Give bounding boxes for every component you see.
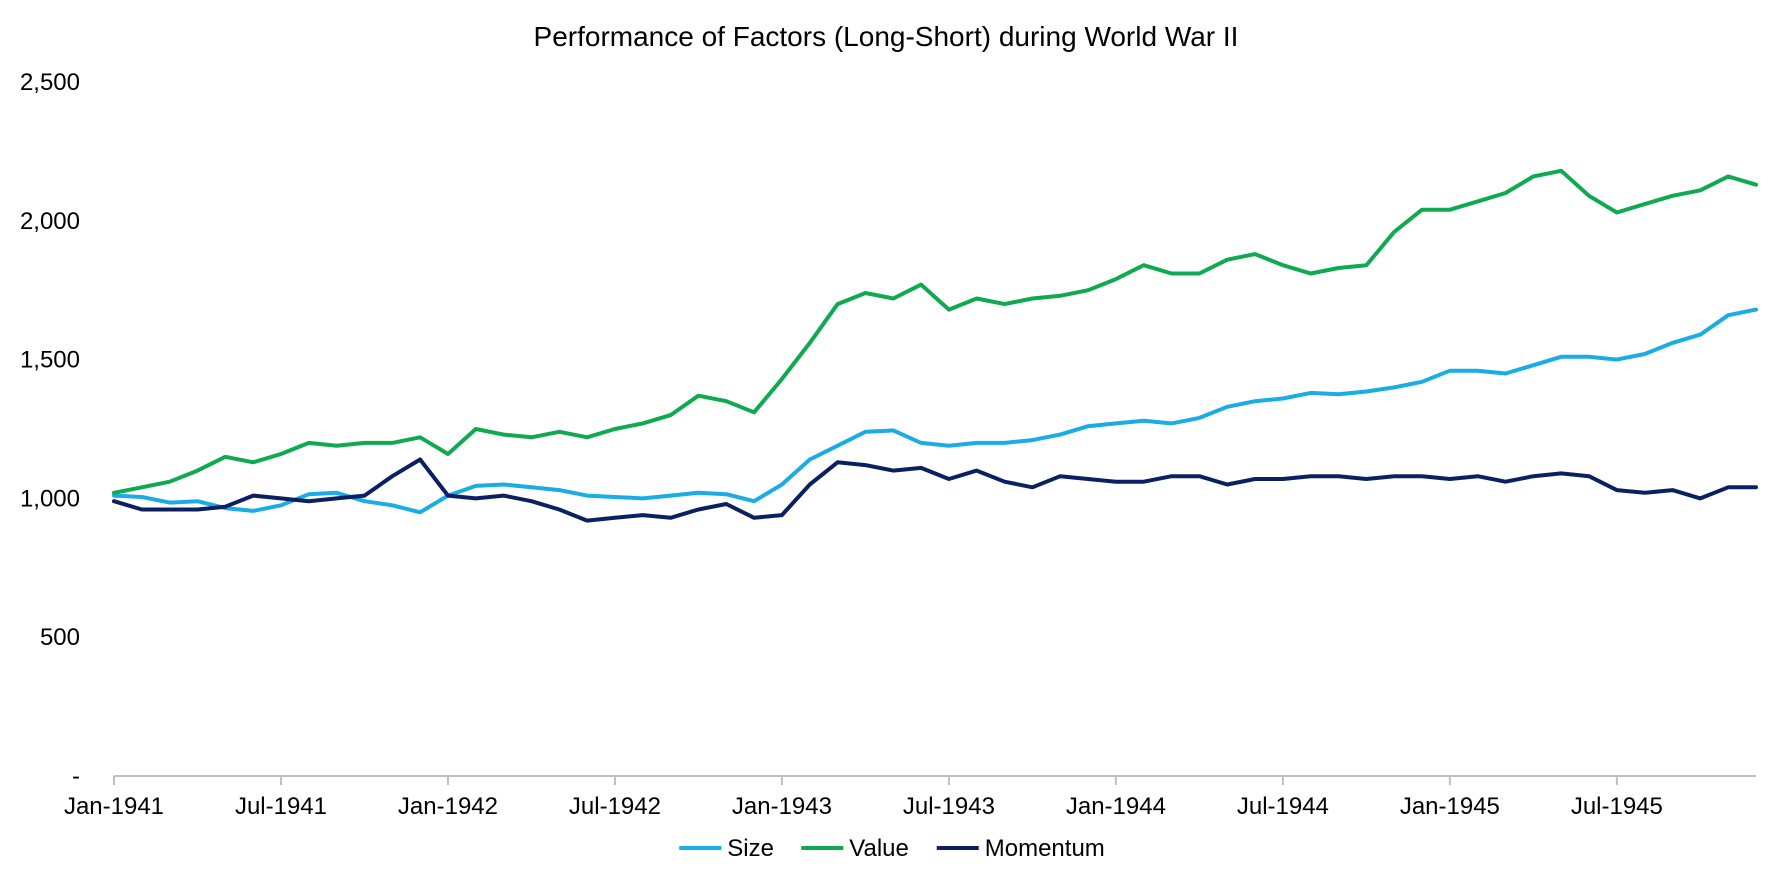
y-axis-ticks: - 500 1,000 1,500 2,000 2,500 <box>20 69 80 790</box>
legend: Size Value Momentum <box>679 835 1105 862</box>
legend-label-value: Value <box>849 835 909 862</box>
x-tick-label: Jul-1945 <box>1571 793 1663 820</box>
x-tick-label: Jan-1945 <box>1400 793 1500 820</box>
series-line-momentum <box>112 457 1758 523</box>
x-axis: Jan-1941 Jul-1941 Jan-1942 Jul-1942 Jan-1943… <box>64 775 1756 820</box>
x-tick-label: Jan-1943 <box>732 793 832 820</box>
series-line-size <box>112 307 1758 515</box>
x-tick-label: Jul-1942 <box>569 793 661 820</box>
x-tick-label: Jan-1944 <box>1066 793 1166 820</box>
y-tick-label: 1,500 <box>20 347 80 374</box>
y-tick-label: 1,000 <box>20 485 80 512</box>
x-tick-label: Jul-1941 <box>235 793 327 820</box>
x-tick-label: Jul-1944 <box>1237 793 1329 820</box>
series-lines <box>112 168 1758 523</box>
y-tick-label: 2,500 <box>20 69 80 96</box>
x-tick-label: Jul-1943 <box>903 793 995 820</box>
y-tick-label: 2,000 <box>20 208 80 235</box>
legend-label-size: Size <box>727 835 774 862</box>
y-tick-label: 500 <box>40 624 80 651</box>
y-tick-label: - <box>72 763 80 790</box>
series-line-value <box>112 168 1758 495</box>
legend-label-momentum: Momentum <box>985 835 1105 862</box>
chart-title: Performance of Factors (Long-Short) duri… <box>534 21 1239 52</box>
x-tick-label: Jan-1942 <box>398 793 498 820</box>
x-tick-label: Jan-1941 <box>64 793 164 820</box>
